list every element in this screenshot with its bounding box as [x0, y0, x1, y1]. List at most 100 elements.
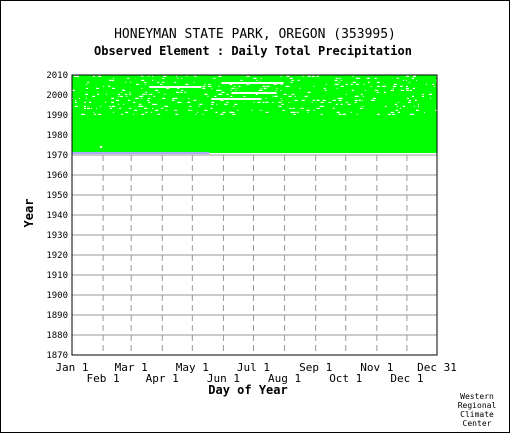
y-axis-ticks: 1870 1880 1890 1900 1910 1920 1930 1940 1950 1960… — [46, 71, 68, 361]
missing-day-speckle — [265, 111, 269, 113]
missing-day-speckle — [141, 95, 144, 97]
missing-data-gap — [221, 82, 284, 84]
missing-day-speckle — [202, 87, 206, 89]
missing-day-speckle — [421, 93, 424, 95]
missing-day-speckle — [118, 93, 121, 95]
missing-day-speckle — [93, 111, 95, 113]
missing-day-speckle — [399, 107, 401, 109]
missing-day-speckle — [265, 97, 267, 99]
credit-line-3: Climate — [460, 410, 494, 419]
missing-day-speckle — [141, 105, 144, 107]
missing-day-speckle — [133, 113, 135, 115]
missing-day-speckle — [294, 99, 298, 101]
missing-day-speckle — [356, 77, 360, 79]
missing-day-speckle — [235, 89, 237, 91]
x-tick-label: Nov 1 — [360, 361, 393, 374]
x-tick-label: Feb 1 — [87, 372, 120, 385]
missing-day-speckle — [154, 103, 157, 105]
missing-day-speckle — [292, 107, 295, 109]
missing-day-speckle — [113, 77, 115, 79]
y-tick-label: 1890 — [46, 311, 68, 321]
missing-day-speckle — [282, 81, 284, 83]
missing-day-speckle — [155, 89, 159, 91]
missing-day-speckle — [289, 77, 293, 79]
missing-day-speckle — [149, 93, 152, 95]
missing-day-speckle — [93, 75, 96, 77]
missing-day-speckle — [129, 93, 132, 95]
missing-day-speckle — [238, 85, 241, 87]
missing-day-speckle — [84, 101, 87, 103]
missing-day-speckle — [372, 99, 375, 101]
missing-day-speckle — [355, 83, 359, 85]
missing-day-speckle — [259, 89, 263, 91]
missing-day-speckle — [89, 101, 92, 103]
missing-day-speckle — [181, 77, 183, 79]
missing-day-speckle — [300, 107, 304, 109]
missing-day-speckle — [148, 101, 151, 103]
y-tick-label: 1940 — [46, 211, 68, 221]
missing-day-speckle — [405, 87, 409, 89]
missing-day-speckle — [72, 89, 75, 91]
missing-day-speckle — [255, 93, 258, 95]
missing-day-speckle — [286, 85, 290, 87]
y-tick-label: 1990 — [46, 111, 68, 121]
missing-day-speckle — [157, 81, 160, 83]
missing-day-speckle — [112, 87, 116, 89]
missing-day-speckle — [312, 99, 315, 101]
missing-day-speckle — [258, 89, 261, 91]
missing-day-speckle — [409, 89, 412, 91]
missing-day-speckle — [96, 87, 100, 89]
missing-day-speckle — [233, 111, 235, 113]
missing-day-speckle — [105, 101, 107, 103]
missing-day-speckle — [112, 105, 116, 107]
missing-day-speckle — [180, 101, 182, 103]
x-axis-ticks: Jan 1 Mar 1 May 1 Jul 1 Sep 1 Nov 1 Dec 31 Feb … — [55, 361, 456, 385]
missing-day-speckle — [338, 99, 342, 101]
missing-day-speckle — [339, 97, 343, 99]
missing-day-speckle — [352, 81, 356, 83]
missing-day-speckle — [194, 75, 197, 77]
missing-day-speckle — [230, 111, 234, 113]
missing-day-speckle — [383, 85, 386, 87]
missing-day-speckle — [390, 89, 394, 91]
observed-data-block — [72, 75, 437, 153]
missing-day-speckle — [320, 113, 323, 115]
missing-day-speckle — [411, 95, 414, 97]
missing-day-speckle — [405, 75, 409, 77]
missing-day-speckle — [226, 93, 229, 95]
missing-day-speckle — [233, 105, 235, 107]
missing-day-speckle — [152, 75, 154, 77]
x-tick-label: Jun 1 — [207, 372, 240, 385]
missing-day-speckle — [218, 85, 220, 87]
missing-day-speckle — [130, 81, 132, 83]
missing-day-speckle — [123, 103, 125, 105]
missing-day-speckle — [103, 85, 105, 87]
missing-day-speckle — [176, 75, 178, 77]
missing-day-speckle — [402, 79, 404, 81]
missing-day-speckle — [111, 79, 115, 81]
missing-day-speckle — [345, 101, 348, 103]
missing-day-speckle — [260, 77, 262, 79]
x-tick-label: Sep 1 — [299, 361, 332, 374]
missing-day-speckle — [352, 75, 354, 77]
missing-day-speckle — [232, 113, 236, 115]
missing-day-speckle — [185, 83, 189, 85]
missing-day-speckle — [75, 105, 79, 107]
missing-day-speckle — [233, 87, 235, 89]
missing-day-speckle — [350, 83, 353, 85]
missing-day-speckle — [266, 85, 270, 87]
missing-day-speckle — [337, 97, 341, 99]
missing-day-speckle — [370, 99, 373, 101]
missing-day-speckle — [429, 97, 431, 99]
missing-day-speckle — [208, 85, 212, 87]
missing-day-speckle — [273, 83, 277, 85]
missing-day-speckle — [246, 75, 250, 77]
missing-day-speckle — [87, 81, 90, 83]
missing-day-speckle — [144, 107, 148, 109]
x-axis-label: Day of Year — [208, 383, 287, 397]
missing-day-speckle — [138, 105, 142, 107]
missing-day-speckle — [358, 99, 361, 101]
missing-day-speckle — [186, 75, 188, 77]
y-tick-label: 1970 — [46, 151, 68, 161]
missing-day-speckle — [338, 81, 340, 83]
